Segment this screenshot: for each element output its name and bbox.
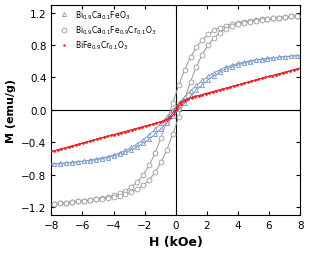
Bi$_{0.9}$Ca$_{0.1}$Fe$_{0.9}$Cr$_{0.1}$O$_3$: [58, 202, 62, 205]
Bi$_{0.9}$Ca$_{0.1}$FeO$_3$: [106, 155, 110, 158]
Bi$_{0.9}$Ca$_{0.1}$FeO$_3$: [159, 122, 163, 125]
Line: Bi$_{0.9}$Ca$_{0.1}$FeO$_3$: Bi$_{0.9}$Ca$_{0.1}$FeO$_3$: [52, 54, 299, 166]
Bi$_{0.9}$Ca$_{0.1}$FeO$_3$: [88, 159, 92, 162]
Bi$_{0.9}$Ca$_{0.1}$Fe$_{0.9}$Cr$_{0.1}$O$_3$: [135, 180, 139, 183]
Bi$_{0.9}$Ca$_{0.1}$Fe$_{0.9}$Cr$_{0.1}$O$_3$: [53, 202, 56, 205]
Bi$_{0.9}$Ca$_{0.1}$FeO$_3$: [224, 67, 228, 70]
Bi$_{0.9}$Ca$_{0.1}$Fe$_{0.9}$Cr$_{0.1}$O$_3$: [159, 137, 163, 140]
Bi$_{0.9}$Ca$_{0.1}$Fe$_{0.9}$Cr$_{0.1}$O$_3$: [141, 173, 145, 177]
BiFe$_{0.9}$Cr$_{0.1}$O$_3$: [116, 133, 120, 136]
BiFe$_{0.9}$Cr$_{0.1}$O$_3$: [53, 150, 56, 153]
Bi$_{0.9}$Ca$_{0.1}$Fe$_{0.9}$Cr$_{0.1}$O$_3$: [277, 17, 281, 20]
BiFe$_{0.9}$Cr$_{0.1}$O$_3$: [109, 134, 112, 137]
Bi$_{0.9}$Ca$_{0.1}$FeO$_3$: [118, 152, 121, 155]
Bi$_{0.9}$Ca$_{0.1}$Fe$_{0.9}$Cr$_{0.1}$O$_3$: [100, 197, 104, 200]
Bi$_{0.9}$Ca$_{0.1}$FeO$_3$: [295, 55, 299, 58]
Bi$_{0.9}$Ca$_{0.1}$FeO$_3$: [177, 103, 180, 106]
Bi$_{0.9}$Ca$_{0.1}$Fe$_{0.9}$Cr$_{0.1}$O$_3$: [266, 18, 269, 21]
Bi$_{0.9}$Ca$_{0.1}$FeO$_3$: [183, 96, 186, 99]
Bi$_{0.9}$Ca$_{0.1}$FeO$_3$: [266, 58, 269, 61]
Bi$_{0.9}$Ca$_{0.1}$Fe$_{0.9}$Cr$_{0.1}$O$_3$: [206, 34, 210, 37]
Bi$_{0.9}$Ca$_{0.1}$FeO$_3$: [254, 59, 257, 62]
BiFe$_{0.9}$Cr$_{0.1}$O$_3$: [295, 68, 299, 71]
Bi$_{0.9}$Ca$_{0.1}$Fe$_{0.9}$Cr$_{0.1}$O$_3$: [153, 152, 157, 155]
Bi$_{0.9}$Ca$_{0.1}$Fe$_{0.9}$Cr$_{0.1}$O$_3$: [118, 192, 121, 195]
Bi$_{0.9}$Ca$_{0.1}$FeO$_3$: [272, 57, 275, 60]
Bi$_{0.9}$Ca$_{0.1}$FeO$_3$: [277, 56, 281, 59]
Bi$_{0.9}$Ca$_{0.1}$FeO$_3$: [165, 116, 169, 119]
Bi$_{0.9}$Ca$_{0.1}$FeO$_3$: [147, 134, 151, 137]
Bi$_{0.9}$Ca$_{0.1}$FeO$_3$: [189, 90, 193, 93]
Bi$_{0.9}$Ca$_{0.1}$Fe$_{0.9}$Cr$_{0.1}$O$_3$: [88, 199, 92, 202]
Bi$_{0.9}$Ca$_{0.1}$Fe$_{0.9}$Cr$_{0.1}$O$_3$: [283, 17, 287, 20]
BiFe$_{0.9}$Cr$_{0.1}$O$_3$: [126, 130, 130, 133]
Bi$_{0.9}$Ca$_{0.1}$FeO$_3$: [65, 162, 68, 165]
Bi$_{0.9}$Ca$_{0.1}$Fe$_{0.9}$Cr$_{0.1}$O$_3$: [177, 85, 180, 88]
Bi$_{0.9}$Ca$_{0.1}$Fe$_{0.9}$Cr$_{0.1}$O$_3$: [82, 199, 86, 202]
Bi$_{0.9}$Ca$_{0.1}$Fe$_{0.9}$Cr$_{0.1}$O$_3$: [94, 198, 98, 201]
Bi$_{0.9}$Ca$_{0.1}$Fe$_{0.9}$Cr$_{0.1}$O$_3$: [248, 20, 252, 23]
Bi$_{0.9}$Ca$_{0.1}$FeO$_3$: [289, 55, 293, 58]
X-axis label: H (kOe): H (kOe): [149, 235, 203, 248]
BiFe$_{0.9}$Cr$_{0.1}$O$_3$: [260, 77, 264, 81]
Bi$_{0.9}$Ca$_{0.1}$Fe$_{0.9}$Cr$_{0.1}$O$_3$: [224, 25, 228, 28]
Bi$_{0.9}$Ca$_{0.1}$Fe$_{0.9}$Cr$_{0.1}$O$_3$: [218, 27, 222, 30]
Line: BiFe$_{0.9}$Cr$_{0.1}$O$_3$: BiFe$_{0.9}$Cr$_{0.1}$O$_3$: [53, 68, 299, 153]
Bi$_{0.9}$Ca$_{0.1}$Fe$_{0.9}$Cr$_{0.1}$O$_3$: [230, 23, 234, 26]
Legend: Bi$_{0.9}$Ca$_{0.1}$FeO$_3$, Bi$_{0.9}$Ca$_{0.1}$Fe$_{0.9}$Cr$_{0.1}$O$_3$, BiFe: Bi$_{0.9}$Ca$_{0.1}$FeO$_3$, Bi$_{0.9}$C…: [54, 8, 158, 54]
Bi$_{0.9}$Ca$_{0.1}$FeO$_3$: [129, 146, 133, 149]
Bi$_{0.9}$Ca$_{0.1}$FeO$_3$: [76, 161, 80, 164]
Bi$_{0.9}$Ca$_{0.1}$Fe$_{0.9}$Cr$_{0.1}$O$_3$: [295, 15, 299, 18]
Bi$_{0.9}$Ca$_{0.1}$FeO$_3$: [70, 161, 74, 164]
Bi$_{0.9}$Ca$_{0.1}$FeO$_3$: [53, 163, 56, 166]
Bi$_{0.9}$Ca$_{0.1}$FeO$_3$: [112, 154, 116, 157]
Bi$_{0.9}$Ca$_{0.1}$Fe$_{0.9}$Cr$_{0.1}$O$_3$: [201, 39, 204, 42]
Bi$_{0.9}$Ca$_{0.1}$FeO$_3$: [236, 63, 240, 66]
BiFe$_{0.9}$Cr$_{0.1}$O$_3$: [256, 78, 260, 82]
Bi$_{0.9}$Ca$_{0.1}$FeO$_3$: [242, 61, 246, 64]
Bi$_{0.9}$Ca$_{0.1}$FeO$_3$: [283, 56, 287, 59]
Bi$_{0.9}$Ca$_{0.1}$Fe$_{0.9}$Cr$_{0.1}$O$_3$: [195, 47, 198, 50]
Bi$_{0.9}$Ca$_{0.1}$Fe$_{0.9}$Cr$_{0.1}$O$_3$: [171, 102, 175, 105]
Y-axis label: M (emu/g): M (emu/g): [6, 78, 15, 142]
Bi$_{0.9}$Ca$_{0.1}$Fe$_{0.9}$Cr$_{0.1}$O$_3$: [254, 20, 257, 23]
Bi$_{0.9}$Ca$_{0.1}$Fe$_{0.9}$Cr$_{0.1}$O$_3$: [129, 186, 133, 189]
Bi$_{0.9}$Ca$_{0.1}$Fe$_{0.9}$Cr$_{0.1}$O$_3$: [112, 194, 116, 197]
Bi$_{0.9}$Ca$_{0.1}$Fe$_{0.9}$Cr$_{0.1}$O$_3$: [106, 196, 110, 199]
Bi$_{0.9}$Ca$_{0.1}$FeO$_3$: [153, 128, 157, 131]
Bi$_{0.9}$Ca$_{0.1}$FeO$_3$: [206, 75, 210, 78]
Bi$_{0.9}$Ca$_{0.1}$FeO$_3$: [212, 72, 216, 75]
Bi$_{0.9}$Ca$_{0.1}$FeO$_3$: [230, 65, 234, 68]
Bi$_{0.9}$Ca$_{0.1}$FeO$_3$: [248, 60, 252, 63]
Bi$_{0.9}$Ca$_{0.1}$Fe$_{0.9}$Cr$_{0.1}$O$_3$: [272, 18, 275, 21]
Bi$_{0.9}$Ca$_{0.1}$Fe$_{0.9}$Cr$_{0.1}$O$_3$: [65, 201, 68, 204]
Line: Bi$_{0.9}$Ca$_{0.1}$Fe$_{0.9}$Cr$_{0.1}$O$_3$: Bi$_{0.9}$Ca$_{0.1}$Fe$_{0.9}$Cr$_{0.1}$…: [52, 14, 299, 206]
Bi$_{0.9}$Ca$_{0.1}$Fe$_{0.9}$Cr$_{0.1}$O$_3$: [76, 200, 80, 203]
Bi$_{0.9}$Ca$_{0.1}$Fe$_{0.9}$Cr$_{0.1}$O$_3$: [260, 19, 263, 22]
Bi$_{0.9}$Ca$_{0.1}$Fe$_{0.9}$Cr$_{0.1}$O$_3$: [183, 69, 186, 72]
Bi$_{0.9}$Ca$_{0.1}$FeO$_3$: [82, 160, 86, 163]
Bi$_{0.9}$Ca$_{0.1}$FeO$_3$: [218, 69, 222, 72]
Bi$_{0.9}$Ca$_{0.1}$Fe$_{0.9}$Cr$_{0.1}$O$_3$: [165, 120, 169, 123]
Bi$_{0.9}$Ca$_{0.1}$FeO$_3$: [141, 139, 145, 142]
Bi$_{0.9}$Ca$_{0.1}$FeO$_3$: [171, 109, 175, 112]
Bi$_{0.9}$Ca$_{0.1}$FeO$_3$: [260, 58, 263, 61]
Bi$_{0.9}$Ca$_{0.1}$FeO$_3$: [135, 143, 139, 146]
Bi$_{0.9}$Ca$_{0.1}$FeO$_3$: [58, 162, 62, 165]
Bi$_{0.9}$Ca$_{0.1}$Fe$_{0.9}$Cr$_{0.1}$O$_3$: [212, 30, 216, 33]
Bi$_{0.9}$Ca$_{0.1}$FeO$_3$: [100, 157, 104, 160]
Bi$_{0.9}$Ca$_{0.1}$Fe$_{0.9}$Cr$_{0.1}$O$_3$: [189, 57, 193, 60]
Bi$_{0.9}$Ca$_{0.1}$Fe$_{0.9}$Cr$_{0.1}$O$_3$: [289, 16, 293, 19]
Bi$_{0.9}$Ca$_{0.1}$Fe$_{0.9}$Cr$_{0.1}$O$_3$: [242, 21, 246, 24]
Bi$_{0.9}$Ca$_{0.1}$FeO$_3$: [201, 80, 204, 83]
Bi$_{0.9}$Ca$_{0.1}$FeO$_3$: [94, 158, 98, 161]
Bi$_{0.9}$Ca$_{0.1}$Fe$_{0.9}$Cr$_{0.1}$O$_3$: [236, 22, 240, 25]
Bi$_{0.9}$Ca$_{0.1}$FeO$_3$: [195, 85, 198, 88]
BiFe$_{0.9}$Cr$_{0.1}$O$_3$: [186, 98, 190, 101]
Bi$_{0.9}$Ca$_{0.1}$Fe$_{0.9}$Cr$_{0.1}$O$_3$: [147, 164, 151, 167]
Bi$_{0.9}$Ca$_{0.1}$Fe$_{0.9}$Cr$_{0.1}$O$_3$: [70, 201, 74, 204]
Bi$_{0.9}$Ca$_{0.1}$FeO$_3$: [124, 149, 127, 152]
Bi$_{0.9}$Ca$_{0.1}$Fe$_{0.9}$Cr$_{0.1}$O$_3$: [124, 189, 127, 193]
